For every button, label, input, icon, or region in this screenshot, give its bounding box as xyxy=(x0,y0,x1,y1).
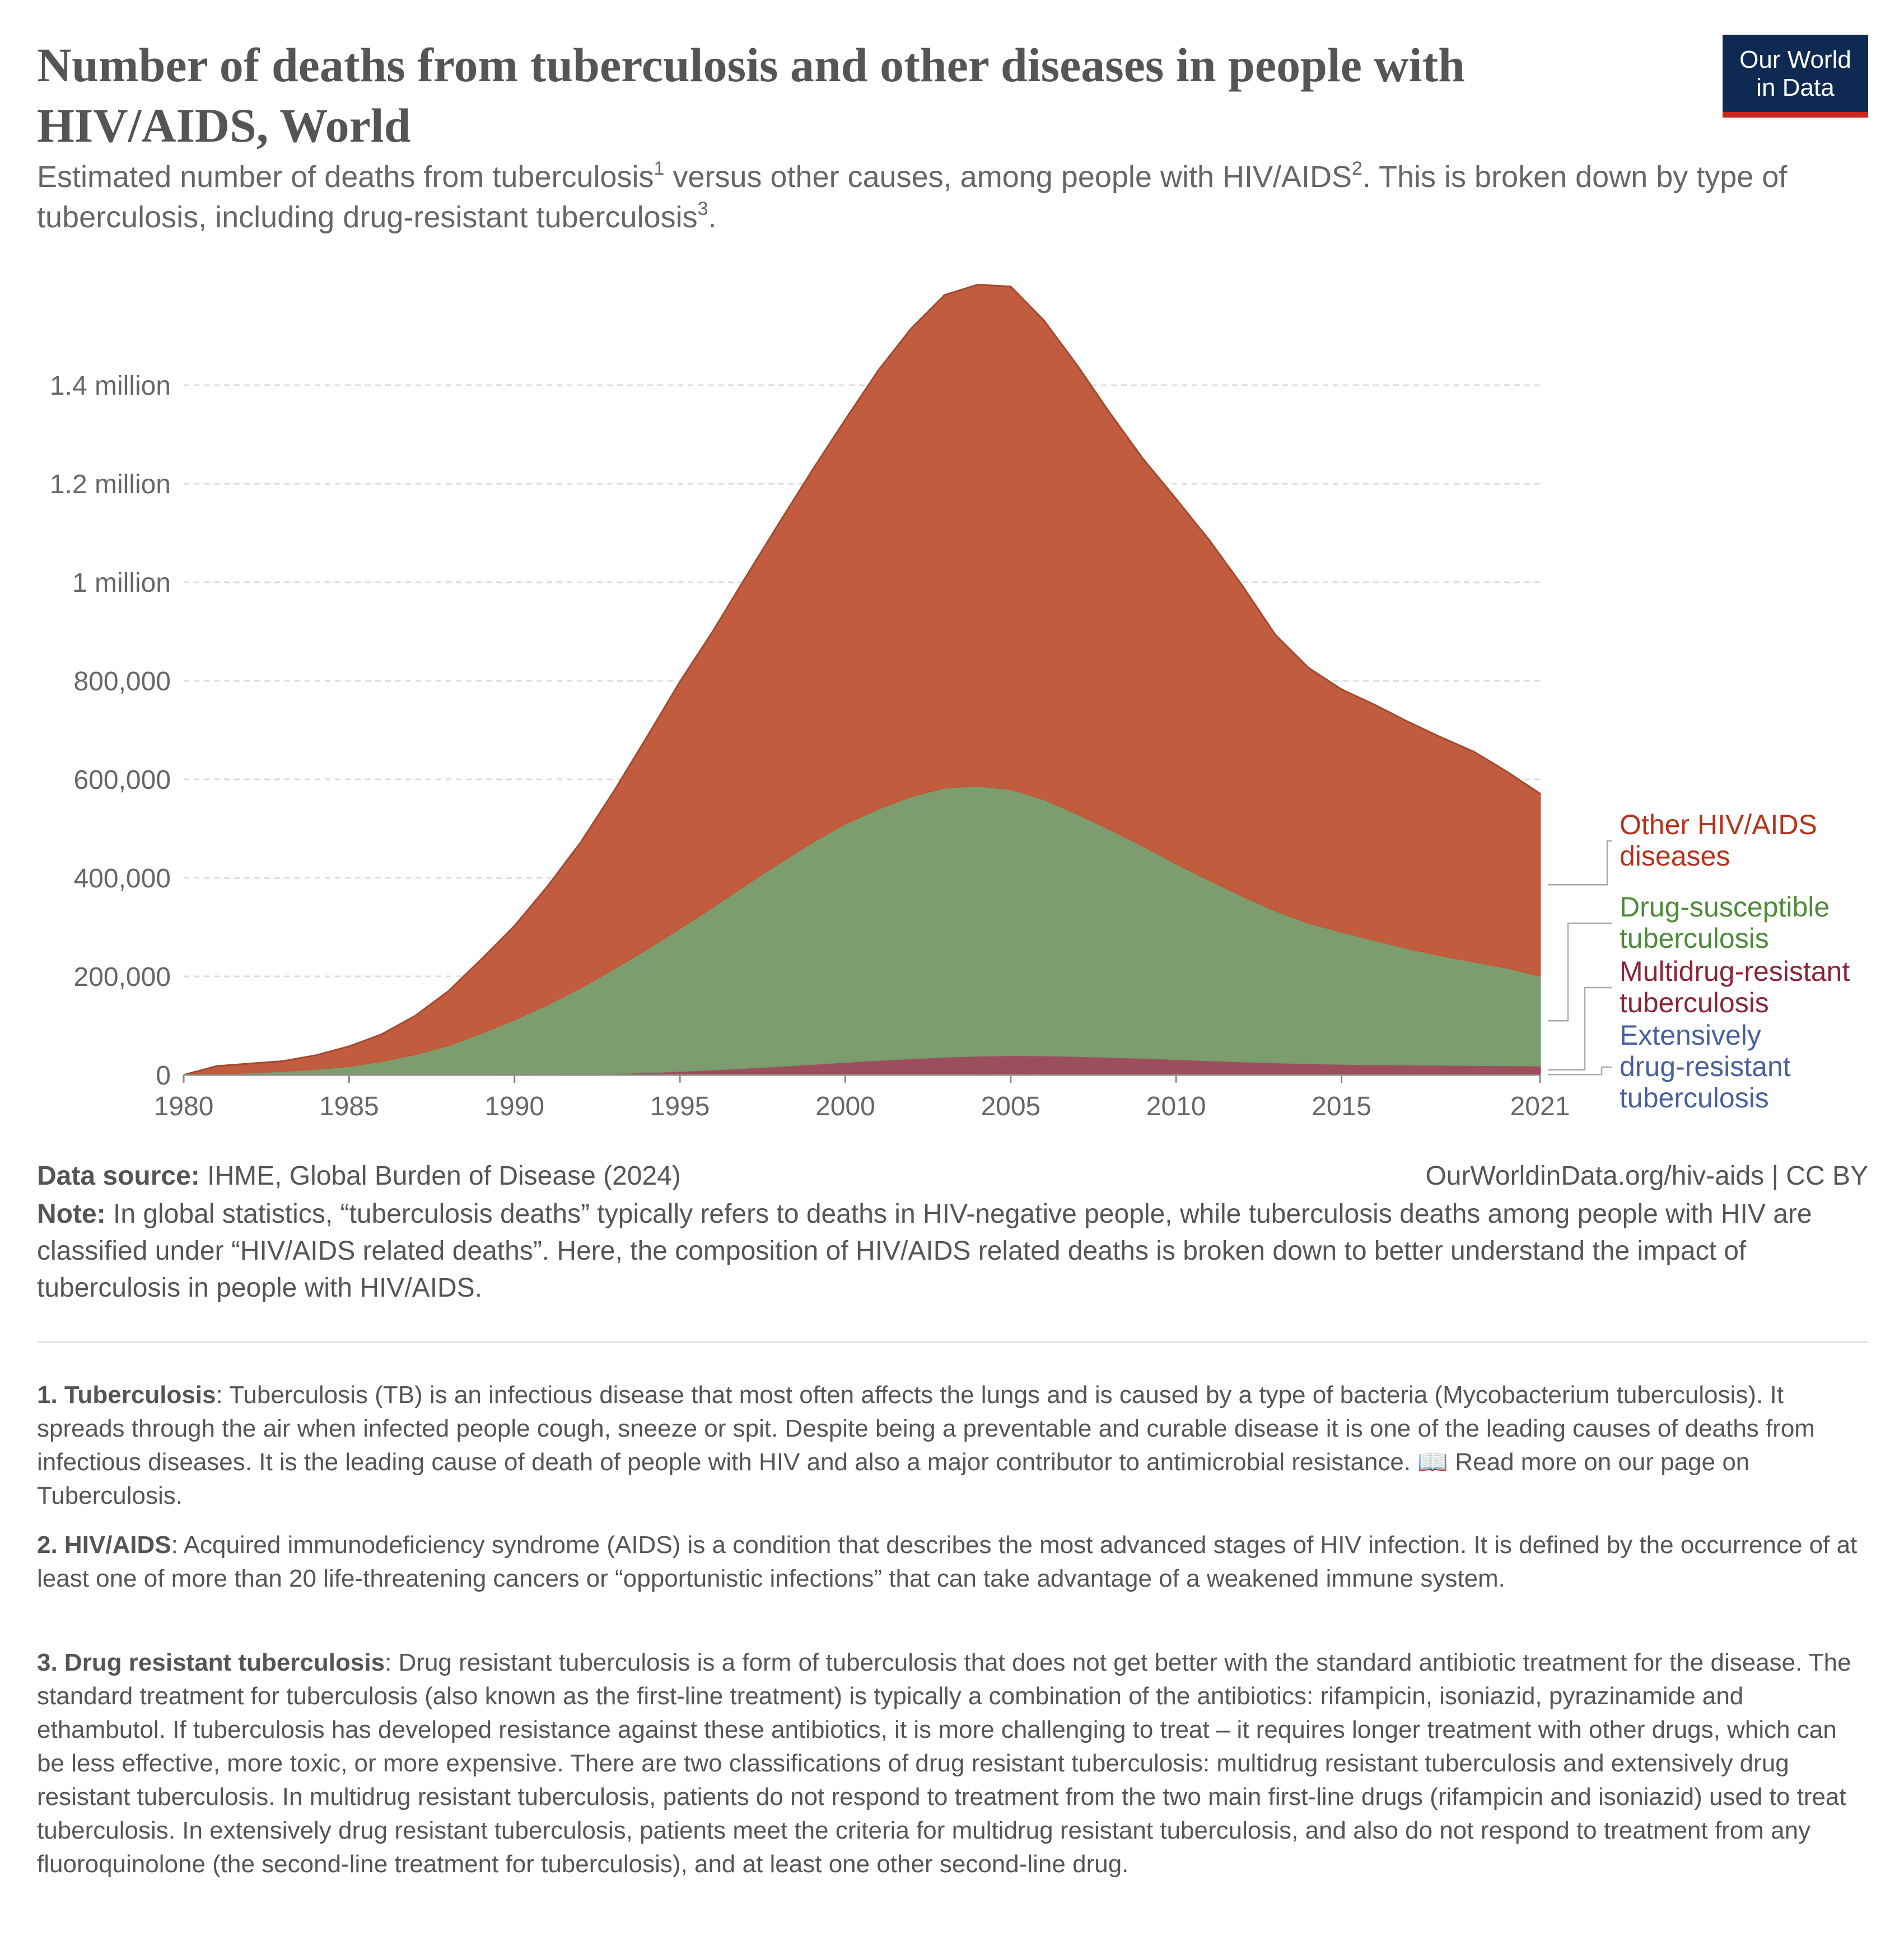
y-tick-label: 600,000 xyxy=(73,765,171,795)
x-tick-label: 2015 xyxy=(1312,1092,1371,1121)
owid-logo[interactable]: Our World in Data xyxy=(1723,35,1868,118)
legend-label-extensively[interactable]: Extensively drug-resistant tuberculosis xyxy=(1620,1020,1791,1114)
legend-label-line: Other HIV/AIDS xyxy=(1620,809,1817,840)
note-text: In global statistics, “tuberculosis deat… xyxy=(37,1199,1812,1303)
x-tick-label: 1985 xyxy=(319,1092,379,1121)
subtitle-text-1: Estimated number of deaths from tubercul… xyxy=(37,160,654,194)
footnote-1: 1. Tuberculosis: Tuberculosis (TB) is an… xyxy=(37,1378,1868,1513)
footnote-ref-2[interactable]: 2 xyxy=(1352,158,1362,179)
subtitle-text-4: . xyxy=(708,200,717,234)
logo-line-1: Our World xyxy=(1739,46,1851,73)
legend-connector xyxy=(1548,840,1612,886)
footnote-ref-3[interactable]: 3 xyxy=(697,198,708,219)
x-tick-label: 1980 xyxy=(154,1092,214,1121)
x-tick-label: 2021 xyxy=(1510,1092,1570,1121)
logo-line-2: in Data xyxy=(1756,74,1835,101)
footnote-1-text: : Tuberculosis (TB) is an infectious dis… xyxy=(37,1381,1815,1509)
legend-label-line: tuberculosis xyxy=(1620,1082,1769,1114)
chart-title: Number of deaths from tuberculosis and o… xyxy=(37,38,1465,152)
footnote-3-text: : Drug resistant tuberculosis is a form … xyxy=(37,1649,1851,1878)
footnote-2: 2. HIV/AIDS: Acquired immunodeficiency s… xyxy=(37,1528,1868,1596)
x-tick-label: 2000 xyxy=(815,1092,875,1121)
legend-connector xyxy=(1548,986,1612,1071)
y-tick-label: 400,000 xyxy=(73,864,171,894)
legend-label-line: Multidrug-resistant xyxy=(1620,956,1850,987)
legend-label-line: diseases xyxy=(1620,840,1730,872)
legend-connector xyxy=(1548,922,1612,1022)
footnote-divider xyxy=(37,1341,1868,1343)
data-source-text: IHME, Global Burden of Disease (2024) xyxy=(199,1161,681,1191)
legend-label-line: Extensively xyxy=(1620,1020,1761,1051)
legend-label-other-hiv[interactable]: Other HIV/AIDS diseases xyxy=(1620,809,1817,872)
source-url[interactable]: OurWorldinData.org/hiv-aids | CC BY xyxy=(1425,1161,1868,1191)
data-source-label: Data source: xyxy=(37,1161,200,1191)
total-outline xyxy=(183,283,1541,1076)
legend-label-drug-susceptible[interactable]: Drug-susceptible tuberculosis xyxy=(1620,891,1830,954)
footnote-3: 3. Drug resistant tuberculosis: Drug res… xyxy=(37,1646,1868,1881)
y-tick-label: 200,000 xyxy=(73,962,171,992)
x-tick-label: 1995 xyxy=(650,1092,710,1121)
footnote-ref-1[interactable]: 1 xyxy=(654,158,665,179)
area-series xyxy=(183,283,1541,1076)
footnote-1-label: 1. Tuberculosis xyxy=(37,1381,216,1409)
chart-note: Note: In global statistics, “tuberculosi… xyxy=(37,1196,1868,1307)
legend-label-line: tuberculosis xyxy=(1620,923,1769,954)
legend-label-line: drug-resistant xyxy=(1620,1051,1791,1082)
y-tick-label: 1.4 million xyxy=(50,371,171,401)
subtitle-text-3: . This is broken down by type of tubercu… xyxy=(37,160,1788,234)
footnote-2-label: 2. HIV/AIDS xyxy=(37,1531,171,1559)
data-source: Data source: IHME, Global Burden of Dise… xyxy=(37,1158,1868,1195)
axes: 0 200,000 400,000 600,000 800,000 1 million 1.… xyxy=(50,371,1570,1121)
footnote-3-label: 3. Drug resistant tuberculosis xyxy=(37,1649,385,1676)
footnote-2-text: : Acquired immunodeficiency syndrome (AI… xyxy=(37,1531,1858,1592)
legend-connector xyxy=(1548,1066,1612,1075)
stacked-area-chart: 0 200,000 400,000 600,000 800,000 1 million 1.… xyxy=(50,283,1850,1121)
y-tick-label: 1 million xyxy=(72,568,171,598)
x-tick-label: 2005 xyxy=(981,1092,1040,1121)
y-tick-label: 1.2 million xyxy=(50,470,171,499)
y-tick-label: 0 xyxy=(156,1061,171,1091)
subtitle-text-2: versus other causes, among people with H… xyxy=(664,160,1352,194)
legend-label-multidrug[interactable]: Multidrug-resistant tuberculosis xyxy=(1620,956,1850,1018)
y-tick-label: 800,000 xyxy=(73,667,171,696)
x-tick-label: 1990 xyxy=(484,1092,544,1121)
legend-label-line: Drug-susceptible xyxy=(1620,891,1830,923)
chart-subtitle: Estimated number of deaths from tubercul… xyxy=(37,157,1829,237)
note-label: Note: xyxy=(37,1199,106,1229)
legend-label-line: tuberculosis xyxy=(1620,987,1769,1018)
x-tick-label: 2010 xyxy=(1146,1092,1206,1121)
